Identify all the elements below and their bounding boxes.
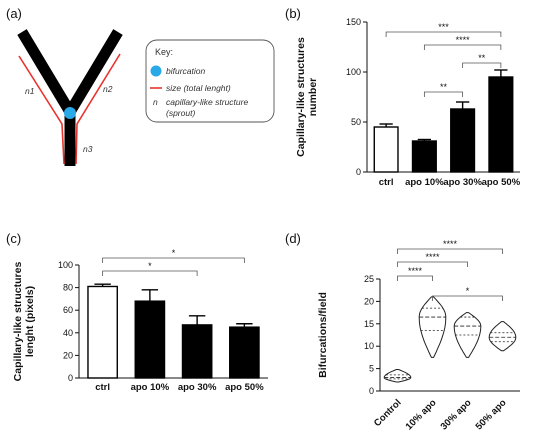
significance-label: * [466, 286, 470, 296]
significance-bracket [397, 275, 433, 281]
y-axis-title: Bifurcations/field [317, 292, 329, 378]
key-bifurcation-text: bifurcation [166, 66, 205, 76]
y-tick-label: 150 [346, 17, 361, 27]
panel-letter-a: (a) [6, 6, 22, 21]
significance-bracket [397, 261, 468, 267]
branch-label-n1: n1 [25, 86, 35, 96]
y-tick-label: 20 [364, 296, 374, 306]
significance-label: **** [443, 239, 458, 249]
y-tick-label: 60 [63, 305, 73, 315]
category-label: ctrl [379, 177, 394, 188]
y-axis-title: Capillary-like structuresnumber [295, 37, 319, 157]
significance-label: ** [440, 82, 448, 92]
key-box [145, 39, 275, 123]
key-sprout-symbol: n [153, 97, 158, 107]
significance-bracket [102, 270, 198, 276]
y-axis-title-line: Capillary-like structures [295, 37, 307, 157]
significance-label: **** [425, 252, 440, 262]
bifurcation-marker [64, 107, 76, 119]
y-tick-label: 5 [369, 364, 374, 374]
size-line-left [18, 55, 65, 165]
y-shape-arms [17, 29, 123, 123]
bar [450, 108, 476, 173]
significance-bracket [423, 91, 464, 97]
bar [373, 126, 399, 173]
panel-letter-d: (d) [285, 231, 301, 246]
sprout-schematic: n1 n2 n3 Key: bifurcation size (total le… [17, 29, 275, 166]
category-label: apo 10% [131, 382, 170, 393]
y-tick-label: 0 [356, 167, 361, 177]
y-axis-title: Capillary-like structureslenght (pixels) [12, 262, 36, 382]
y-tick-label: 50 [351, 117, 361, 127]
significance-bracket [385, 31, 502, 37]
significance-label: **** [456, 35, 471, 45]
panel-letter-b: (b) [285, 6, 301, 21]
category-label: apo 10% [405, 177, 444, 188]
violin [418, 296, 447, 358]
category-label: 50% apo [474, 397, 509, 432]
y-tick-label: 40 [63, 328, 73, 338]
y-tick-label: 15 [364, 319, 374, 329]
significance-label: *** [438, 22, 449, 32]
category-label: 30% apo [439, 397, 474, 432]
branch-label-n3: n3 [83, 144, 93, 154]
key-size-text: size (total lenght) [166, 83, 231, 93]
chart-b: 0 50 100 150 Capillary-like structuresnumber… [295, 17, 521, 188]
chart-d: 0 5 10 15 20 25 Bifurcations/field Control 10% a… [317, 239, 520, 432]
key-title: Key: [155, 47, 173, 57]
size-line-right [75, 53, 121, 165]
category-label: ctrl [95, 382, 110, 393]
bar [134, 300, 166, 379]
violin [488, 321, 517, 352]
category-label: apo 30% [443, 177, 482, 188]
significance-label: * [148, 261, 152, 271]
bar [229, 326, 260, 379]
y-tick-label: 100 [346, 67, 361, 77]
y-axis-title-line: lenght (pixels) [24, 286, 36, 357]
chart-c: 0 20 40 60 80 100 Capillary-like structureslen… [12, 248, 268, 393]
significance-bracket [397, 248, 503, 254]
significance-bracket [432, 295, 503, 301]
significance-bracket [462, 62, 502, 68]
y-tick-label: 10 [364, 341, 374, 351]
key-sprout-text-line2: (sprout) [166, 108, 195, 118]
bar [488, 76, 514, 173]
branch-label-n2: n2 [103, 84, 113, 94]
category-label: 10% apo [404, 397, 439, 432]
y-tick-label: 100 [58, 260, 73, 270]
category-label: apo 50% [482, 177, 521, 188]
significance-bracket [423, 44, 502, 50]
significance-bracket [102, 257, 245, 263]
violin [383, 369, 412, 383]
key-sprout-text-line1: capillary-like structure [166, 97, 248, 107]
y-axis-title-line: Capillary-like structures [12, 262, 24, 382]
key-bifurcation-symbol [150, 65, 162, 77]
y-tick-label: 20 [63, 350, 73, 360]
bar [411, 140, 437, 173]
y-tick-label: 80 [63, 283, 73, 293]
significance-label: **** [408, 266, 423, 276]
category-label: apo 30% [178, 382, 217, 393]
bar [181, 324, 213, 379]
category-label: apo 50% [225, 382, 264, 393]
panel-letter-c: (c) [6, 231, 21, 246]
bar [87, 285, 118, 379]
significance-label: ** [478, 53, 486, 63]
y-tick-label: 0 [68, 373, 73, 383]
y-tick-label: 25 [364, 274, 374, 284]
y-tick-label: 0 [369, 386, 374, 396]
category-label: Control [372, 397, 404, 429]
y-axis-title-line: number [307, 78, 319, 117]
significance-label: * [172, 248, 176, 258]
